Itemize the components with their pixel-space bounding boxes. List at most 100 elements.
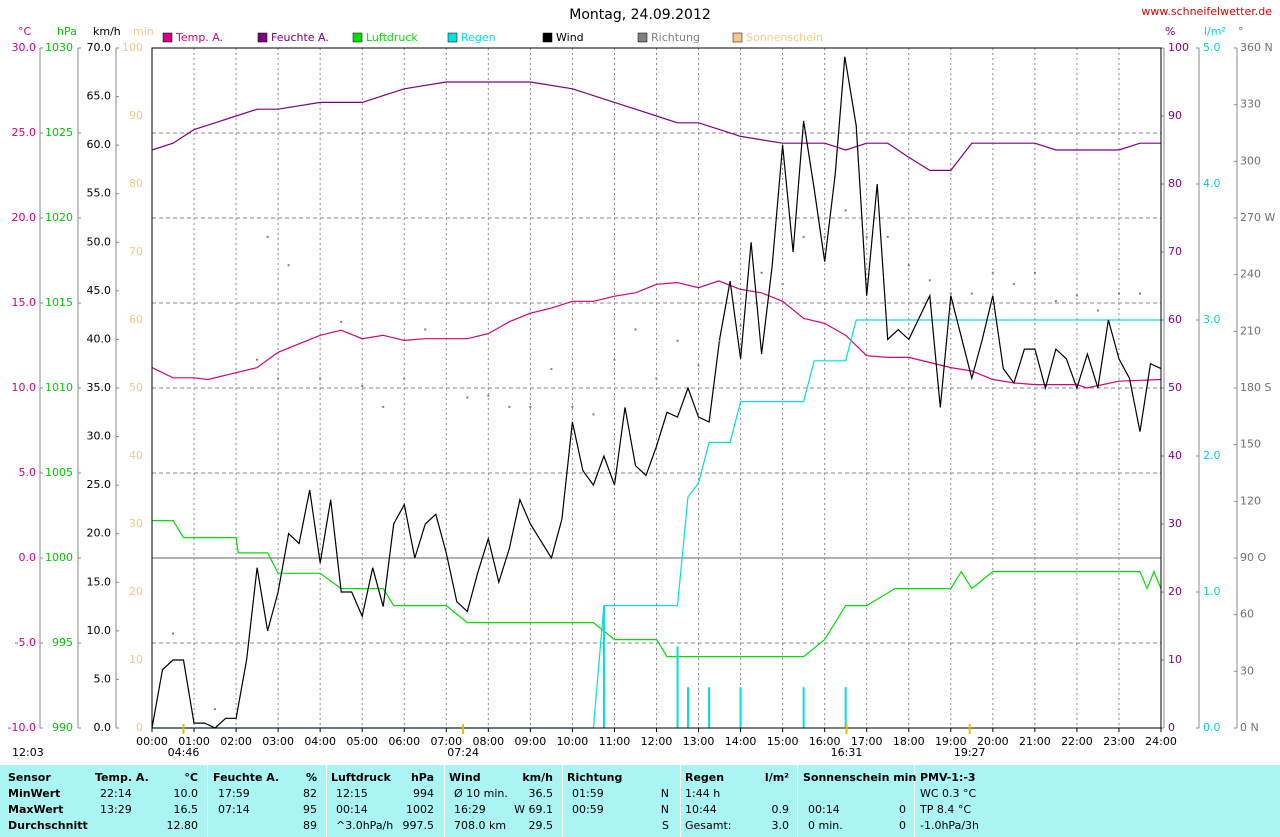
y-tick-label: 60 — [1240, 608, 1254, 621]
x-tick-label: 21:00 — [1019, 735, 1051, 748]
table-cell: 22:14 — [100, 787, 132, 800]
y-tick-label: 35.0 — [87, 381, 112, 394]
y-tick-label: 30 — [129, 517, 143, 530]
x-tick-label: 22:00 — [1061, 735, 1093, 748]
x-tick-label: 03:00 — [262, 735, 294, 748]
legend-swatch — [447, 32, 458, 43]
y-tick-label: 5.0 — [19, 466, 37, 479]
y-tick-label: 100 — [122, 41, 143, 54]
direction-dot — [1033, 271, 1036, 274]
table-cell: 997.5 — [402, 819, 435, 832]
day-length: 12:03 — [12, 746, 44, 759]
direction-dot — [287, 264, 290, 267]
direction-dot — [382, 405, 385, 408]
y-tick-label: 20 — [129, 585, 143, 598]
y-tick-label: 90 — [129, 109, 143, 122]
table-cell: 994 — [413, 787, 434, 800]
marker-label: 16:31 — [831, 746, 863, 759]
rain-bar — [739, 687, 742, 728]
axis-unit: min — [133, 25, 154, 38]
y-tick-label: 60 — [1168, 313, 1182, 326]
x-tick-label: 06:00 — [388, 735, 420, 748]
table-cell: 1002 — [406, 803, 434, 816]
rain-bar — [802, 687, 805, 728]
x-tick-label: 01:00 — [178, 735, 210, 748]
table-cell: MinWert — [8, 787, 61, 800]
direction-dot — [823, 235, 826, 238]
direction-dot — [865, 235, 868, 238]
y-tick-label: 90 O — [1240, 551, 1266, 564]
marker-label: 19:27 — [954, 746, 986, 759]
y-tick-label: 1000 — [45, 551, 73, 564]
table-cell: 82 — [303, 787, 317, 800]
direction-dot — [1096, 309, 1099, 312]
y-tick-label: 80 — [1168, 177, 1182, 190]
y-tick-label: 300 — [1240, 154, 1261, 167]
direction-dot — [508, 405, 511, 408]
direction-dot — [655, 377, 658, 380]
axis-unit: l/m² — [1204, 25, 1226, 38]
y-tick-label: 50 — [129, 381, 143, 394]
table-cell: 00:14 — [336, 803, 368, 816]
series-line — [152, 319, 1161, 729]
table-cell: hPa — [410, 771, 434, 784]
table-cell: Sensor — [8, 771, 51, 784]
axis-unit: °C — [18, 25, 32, 38]
y-tick-label: 10.0 — [12, 381, 37, 394]
table-cell: l/m² — [764, 771, 789, 784]
direction-dot — [403, 377, 406, 380]
direction-dot — [487, 394, 490, 397]
y-tick-label: 30.0 — [12, 41, 37, 54]
x-tick-label: 04:00 — [304, 735, 336, 748]
x-tick-label: 11:00 — [599, 735, 631, 748]
direction-dot — [718, 339, 721, 342]
table-cell: 16.5 — [173, 803, 199, 816]
y-tick-label: 100 — [1168, 41, 1189, 54]
series-line — [151, 56, 1162, 729]
y-tick-label: 50.0 — [87, 235, 112, 248]
x-tick-label: 13:00 — [683, 735, 715, 748]
rain-bar — [676, 646, 679, 728]
y-tick-label: 20 — [1168, 585, 1182, 598]
table-cell: PMV-1:-3 — [920, 771, 976, 784]
table-cell: Gesamt: — [685, 819, 732, 832]
direction-dot — [949, 292, 952, 295]
x-tick-label: 10:00 — [557, 735, 589, 748]
axis-unit: hPa — [57, 25, 77, 38]
y-tick-label: 0.0 — [1203, 721, 1221, 734]
table-cell: 3.0 — [771, 819, 790, 832]
y-tick-label: 1025 — [45, 126, 73, 139]
table-cell: 95 — [303, 803, 317, 816]
table-cell: 89 — [303, 819, 317, 832]
table-cell: S — [662, 819, 669, 832]
y-tick-label: 1020 — [45, 211, 73, 224]
y-tick-label: 30 — [1168, 517, 1182, 530]
direction-dot — [571, 405, 574, 408]
y-tick-label: 2.0 — [1203, 449, 1221, 462]
chart-title: Montag, 24.09.2012 — [569, 7, 711, 23]
column-separator — [444, 765, 445, 837]
direction-dot — [529, 405, 532, 408]
y-tick-label: 60 — [129, 313, 143, 326]
legend-swatch — [542, 32, 553, 43]
y-tick-label: 70 — [129, 245, 143, 258]
y-tick-label: 990 — [52, 721, 73, 734]
table-cell: -1.0hPa/3h — [920, 819, 979, 832]
y-tick-label: 25.0 — [87, 478, 112, 491]
y-tick-label: 150 — [1240, 438, 1261, 451]
direction-dot — [466, 396, 469, 399]
y-tick-label: 120 — [1240, 494, 1261, 507]
y-tick-label: 1005 — [45, 466, 73, 479]
table-cell: Temp. A. — [95, 771, 149, 784]
legend-label: Regen — [461, 31, 496, 44]
y-tick-label: 5.0 — [1203, 41, 1221, 54]
table-cell: N — [660, 803, 669, 816]
legend-swatch — [162, 32, 173, 43]
x-tick-label: 07:00 — [430, 735, 462, 748]
table-cell: 0 min. — [808, 819, 843, 832]
table-cell: km/h — [522, 771, 553, 784]
direction-dot — [970, 292, 973, 295]
table-cell: 10.0 — [173, 787, 199, 800]
table-cell: 29.5 — [528, 819, 554, 832]
